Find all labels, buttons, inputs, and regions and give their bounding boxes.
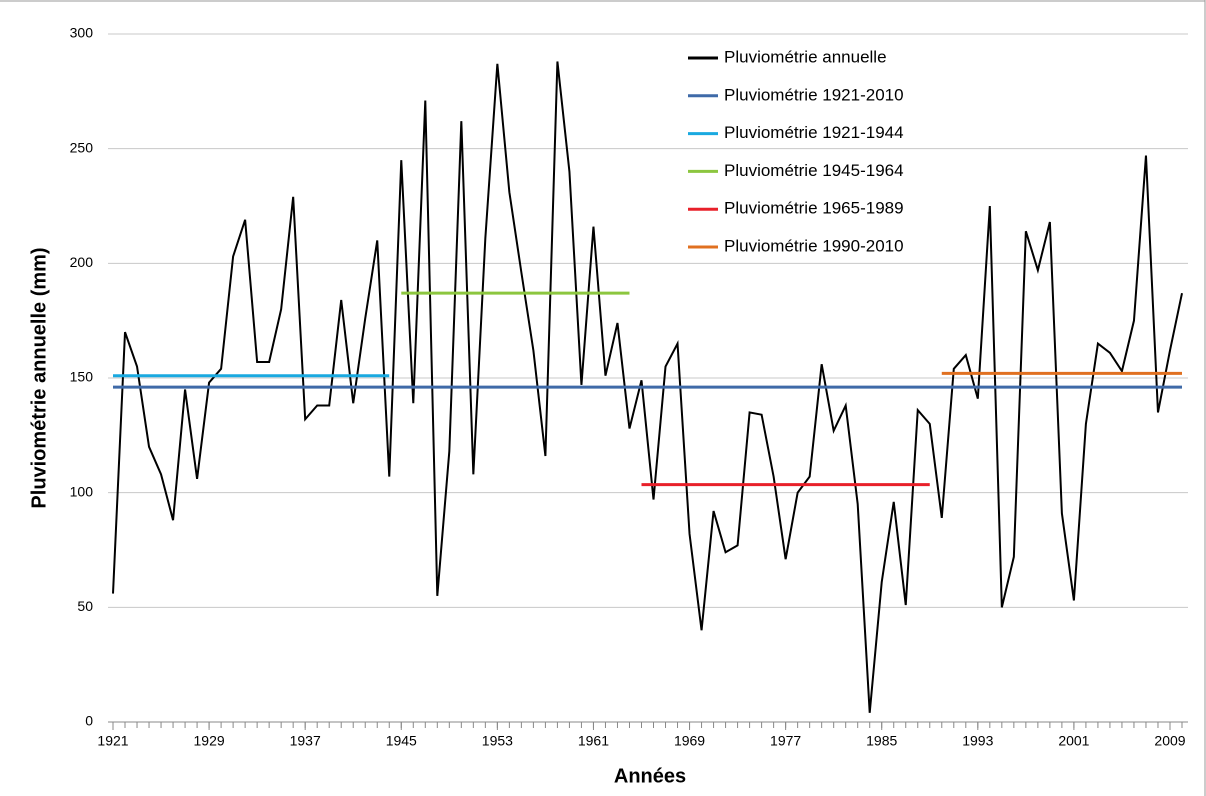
legend-label: Pluviométrie annuelle	[724, 47, 887, 66]
x-tick-label: 1945	[386, 733, 417, 749]
data-line	[112, 61, 1183, 713]
legend-label: Pluviométrie 1921-1944	[724, 123, 904, 142]
legend-label: Pluviométrie 1945-1964	[724, 161, 904, 180]
y-tick-label: 150	[70, 369, 94, 385]
x-tick-label: 1921	[97, 733, 128, 749]
legend-label: Pluviométrie 1965-1989	[724, 199, 904, 218]
x-tick-label: 1929	[194, 733, 225, 749]
x-tick-label: 1937	[290, 733, 321, 749]
x-tick-label: 1993	[962, 733, 993, 749]
legend-label: Pluviométrie 1990-2010	[724, 236, 904, 255]
y-axis-title: Pluviométrie annuelle (mm)	[28, 247, 50, 508]
y-tick-label: 100	[70, 483, 94, 499]
y-tick-label: 250	[70, 139, 94, 155]
x-tick-label: 1961	[578, 733, 609, 749]
y-tick-label: 0	[85, 713, 93, 729]
x-tick-label: 1969	[674, 733, 705, 749]
x-tick-label: 1953	[482, 733, 513, 749]
legend-label: Pluviométrie 1921-2010	[724, 85, 904, 104]
x-tick-label: 2001	[1058, 733, 1089, 749]
x-tick-label: 1977	[770, 733, 801, 749]
y-tick-label: 200	[70, 254, 94, 270]
y-tick-label: 300	[70, 25, 94, 41]
x-tick-label: 1985	[866, 733, 897, 749]
y-tick-label: 50	[77, 598, 93, 614]
x-tick-label: 2009	[1154, 733, 1185, 749]
x-axis-title: Années	[614, 765, 686, 787]
